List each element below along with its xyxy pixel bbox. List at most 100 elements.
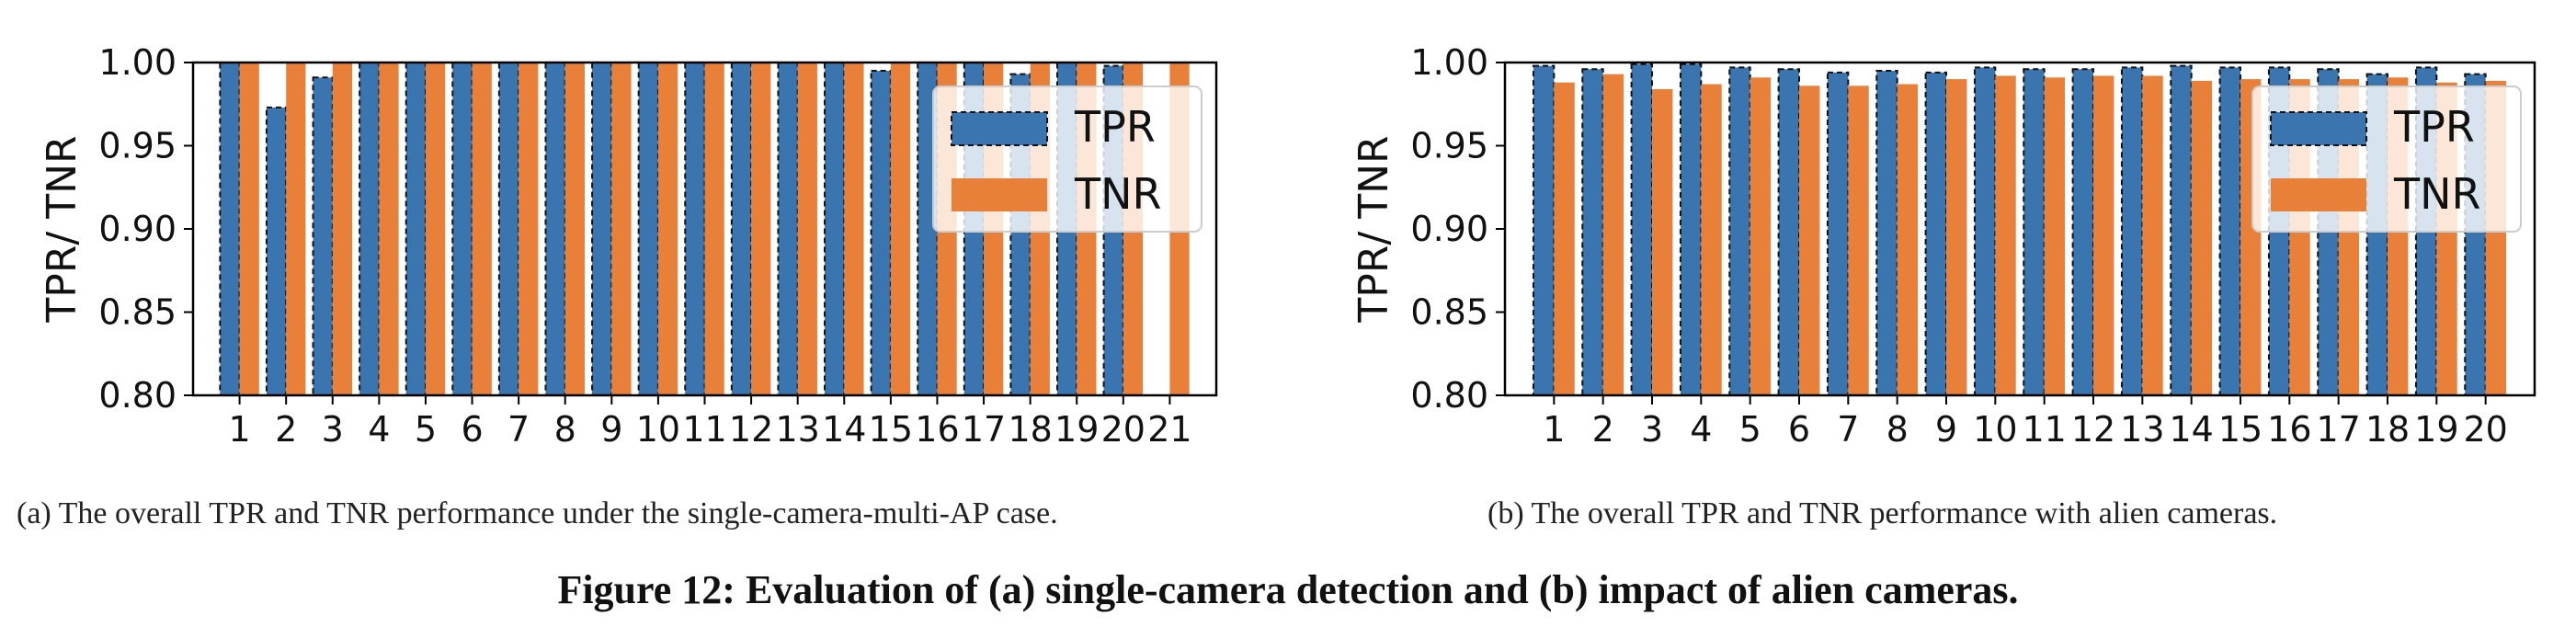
x-tick-label: 7 xyxy=(507,409,530,450)
bar-tnr xyxy=(379,63,399,395)
y-axis-label: TPR/ TNR xyxy=(1351,135,1397,323)
bar-tpr xyxy=(1728,66,1751,395)
x-tick-label: 17 xyxy=(2316,409,2360,450)
y-tick-label: 0.95 xyxy=(1410,126,1488,166)
bar-tpr xyxy=(265,106,288,395)
bar-tpr xyxy=(1924,71,1947,395)
x-tick-label: 10 xyxy=(636,409,680,450)
y-tick-label: 0.85 xyxy=(98,292,177,333)
legend-swatch-tpr xyxy=(951,111,1048,146)
bar-tnr xyxy=(2191,80,2213,395)
bar-tpr xyxy=(451,63,473,395)
y-tick-label: 1.00 xyxy=(1410,42,1488,83)
x-tick-label: 19 xyxy=(2414,409,2458,450)
bar-tnr xyxy=(1946,79,1967,395)
x-tick-label: 8 xyxy=(1886,409,1909,450)
bar-tpr xyxy=(2218,66,2241,395)
bar-tnr xyxy=(1897,84,1919,395)
bar-tpr xyxy=(1777,68,1800,395)
bar-tnr xyxy=(2142,75,2163,395)
x-tick-label: 2 xyxy=(1592,409,1614,450)
bar-tpr xyxy=(1826,71,1850,395)
x-tick-label: 19 xyxy=(1054,409,1099,450)
bar-tpr xyxy=(1875,70,1898,395)
bar-tpr xyxy=(544,63,566,395)
bar-tnr xyxy=(239,63,259,395)
subcaption-a: (a) The overall TPR and TNR performance … xyxy=(17,496,1058,530)
legend: TPR TNR xyxy=(2251,86,2522,233)
bar-tnr xyxy=(286,63,306,395)
bar-tnr xyxy=(1554,82,1575,395)
x-tick-label: 1 xyxy=(1543,409,1565,450)
x-tick-label: 20 xyxy=(2463,409,2507,450)
bar-tpr xyxy=(405,63,427,395)
bar-tpr xyxy=(777,63,799,395)
x-tick-label: 18 xyxy=(1008,409,1052,450)
bar-tnr xyxy=(657,63,678,395)
x-tick-label: 14 xyxy=(822,409,866,450)
y-tick-label: 0.80 xyxy=(1410,375,1488,416)
x-tick-label: 5 xyxy=(1739,409,1761,450)
bar-tnr xyxy=(425,63,446,395)
bar-tpr xyxy=(2170,64,2193,395)
bar-tnr xyxy=(1602,74,1624,395)
y-tick-label: 0.85 xyxy=(1410,292,1488,333)
bar-tnr xyxy=(797,63,817,395)
x-tick-label: 4 xyxy=(368,409,390,450)
legend-label-tnr: TNR xyxy=(1074,169,1161,219)
plot-frame xyxy=(1503,61,2536,397)
bar-tnr xyxy=(1995,75,2016,395)
x-tick-label: 2 xyxy=(275,409,297,450)
legend-label-tnr: TNR xyxy=(2393,169,2480,219)
bar-tnr xyxy=(704,63,724,395)
x-tick-label: 1 xyxy=(228,409,250,450)
figure-caption: Figure 12: Evaluation of (a) single-came… xyxy=(557,567,2019,612)
bar-tnr xyxy=(1750,77,1772,395)
bar-tpr xyxy=(824,63,846,395)
bar-tnr xyxy=(1652,88,1673,395)
bar-tpr xyxy=(1581,68,1604,395)
bar-tpr xyxy=(730,63,753,395)
x-tick-label: 6 xyxy=(1788,409,1810,450)
x-tick-label: 18 xyxy=(2365,409,2410,450)
x-tick-label: 3 xyxy=(1641,409,1663,450)
y-tick-label: 0.95 xyxy=(98,126,177,166)
legend-label-tpr: TPR xyxy=(2393,102,2475,152)
bar-tnr xyxy=(1848,86,1869,395)
x-tick-label: 20 xyxy=(1101,409,1146,450)
bar-tpr xyxy=(1532,64,1556,395)
x-tick-label: 9 xyxy=(600,409,622,450)
y-axis-label: TPR/ TNR xyxy=(39,135,85,323)
x-tick-label: 8 xyxy=(554,409,576,450)
bar-tnr xyxy=(1701,84,1722,395)
bar-tnr xyxy=(2093,75,2114,395)
bar-tpr xyxy=(1973,66,1997,395)
x-tick-label: 12 xyxy=(729,409,773,450)
bar-tnr xyxy=(472,63,492,395)
x-tick-label: 4 xyxy=(1690,409,1712,450)
x-tick-label: 13 xyxy=(2120,409,2164,450)
x-tick-label: 13 xyxy=(776,409,820,450)
x-tick-label: 14 xyxy=(2169,409,2213,450)
legend-swatch-tpr xyxy=(2270,111,2367,146)
bar-tpr xyxy=(1630,63,1654,395)
bar-tpr xyxy=(2023,68,2046,395)
bar-tpr xyxy=(870,70,892,395)
x-tick-label: 6 xyxy=(461,409,483,450)
bar-tnr xyxy=(890,63,911,395)
x-tick-label: 15 xyxy=(2218,409,2263,450)
bar-tnr xyxy=(564,63,585,395)
bar-tpr xyxy=(637,63,659,395)
bar-tpr xyxy=(2120,66,2144,395)
x-tick-label: 7 xyxy=(1837,409,1859,450)
bar-tpr xyxy=(219,63,241,395)
x-tick-label: 16 xyxy=(915,409,959,450)
y-tick-label: 0.90 xyxy=(1410,209,1488,249)
bar-tnr xyxy=(332,63,353,395)
bar-tnr xyxy=(844,63,864,395)
legend: TPR TNR xyxy=(932,86,1203,233)
y-tick-label: 0.80 xyxy=(98,375,177,416)
bar-tpr xyxy=(1679,63,1703,395)
